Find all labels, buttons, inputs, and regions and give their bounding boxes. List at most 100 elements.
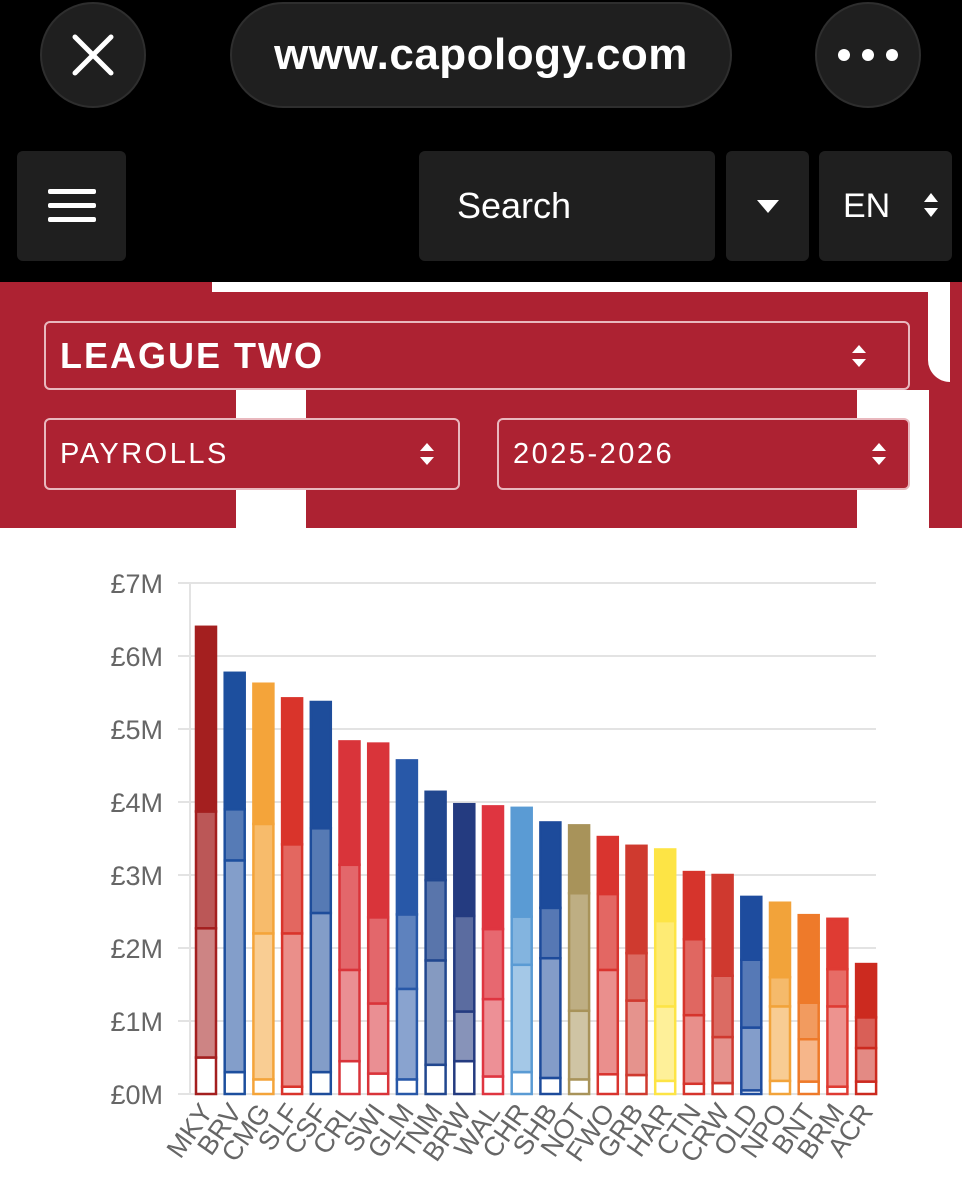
search-label: Search — [457, 185, 572, 226]
bar-shb[interactable] — [539, 821, 562, 1096]
bar-brw[interactable] — [453, 802, 476, 1096]
bar-segment — [625, 951, 648, 1002]
bar-segment — [567, 892, 591, 1013]
bar-segment — [280, 697, 304, 846]
bar-segment — [223, 859, 246, 1074]
bar-segment — [194, 810, 218, 930]
url-text: www.capology.com — [274, 30, 688, 79]
bar-segment — [768, 1005, 792, 1083]
bar-segment — [826, 967, 849, 1008]
bar-crw[interactable] — [711, 873, 734, 1096]
bar-segment — [481, 997, 505, 1078]
bar-segment — [280, 843, 304, 935]
bar-old[interactable] — [740, 895, 763, 1096]
menu-button[interactable] — [17, 151, 126, 261]
bar-segment — [194, 625, 218, 813]
bar-cmg[interactable] — [252, 682, 275, 1096]
band-decoration — [212, 282, 950, 292]
bar-not[interactable] — [567, 824, 591, 1096]
up-down-arrows-icon — [420, 443, 434, 465]
bar-csf[interactable] — [309, 700, 333, 1096]
bar-segment — [338, 1059, 361, 1096]
bar-segment — [653, 1005, 677, 1083]
bar-npo[interactable] — [768, 901, 792, 1096]
bar-segment — [768, 975, 792, 1008]
up-down-arrows-icon — [852, 344, 866, 367]
bar-segment — [768, 901, 792, 979]
bar-segment — [797, 1080, 820, 1096]
league-select[interactable]: LEAGUE TWO — [44, 321, 910, 390]
bar-brm[interactable] — [826, 917, 849, 1096]
bar-segment — [682, 937, 706, 1017]
url-bar[interactable]: www.capology.com — [230, 2, 732, 108]
bar-acr[interactable] — [854, 962, 878, 1096]
bar-segment — [366, 916, 390, 1005]
bar-segment — [338, 968, 361, 1063]
bar-grb[interactable] — [625, 844, 648, 1096]
bar-segment — [481, 805, 505, 931]
bar-wal[interactable] — [481, 805, 505, 1096]
y-tick-label: £5M — [110, 715, 163, 745]
payroll-bar-chart: £0M£1M£2M£3M£4M£5M£6M£7MMKYBRVCMGSLFCSFC… — [110, 569, 879, 1168]
close-tab-button[interactable] — [40, 2, 146, 108]
bar-segment — [653, 919, 677, 1008]
bar-segment — [395, 759, 419, 916]
bar-segment — [854, 962, 878, 1019]
more-dots-icon — [838, 49, 898, 61]
bar-segment — [854, 1080, 878, 1096]
filter-band — [0, 282, 962, 528]
bar-segment — [510, 1070, 533, 1096]
bar-segment — [653, 848, 677, 923]
bar-segment — [768, 1079, 792, 1096]
bar-tnm[interactable] — [424, 790, 447, 1096]
bar-segment — [682, 1013, 706, 1086]
bar-swi[interactable] — [366, 742, 390, 1096]
bar-crl[interactable] — [338, 740, 361, 1096]
hamburger-icon — [47, 189, 96, 222]
season-select[interactable]: 2025-2026 — [497, 418, 910, 490]
bar-segment — [596, 968, 620, 1076]
bar-fwo[interactable] — [596, 835, 620, 1096]
search-dropdown-button[interactable] — [726, 151, 809, 261]
bar-segment — [539, 821, 562, 910]
y-tick-label: £1M — [110, 1007, 163, 1037]
y-tick-label: £4M — [110, 788, 163, 818]
bar-segment — [252, 822, 275, 935]
bar-mky[interactable] — [194, 625, 218, 1096]
bar-segment — [711, 1035, 734, 1085]
bar-segment — [223, 671, 246, 811]
y-tick-label: £3M — [110, 861, 163, 891]
bar-har[interactable] — [653, 848, 677, 1096]
view-select[interactable]: PAYROLLS — [44, 418, 460, 490]
bar-glm[interactable] — [395, 759, 419, 1096]
y-tick-label: £6M — [110, 642, 163, 672]
bar-brv[interactable] — [223, 671, 246, 1096]
payroll-chart: £0M £1M £2M £3M £4M £5M £6M £7M MKY BRV CMG SLF CSF C… — [0, 528, 962, 1200]
bar-segment — [826, 1005, 849, 1088]
site-header: Search EN — [0, 140, 962, 282]
bar-slf[interactable] — [280, 697, 304, 1096]
bar-segment — [395, 987, 419, 1081]
bar-segment — [797, 913, 820, 1004]
bar-segment — [424, 878, 447, 962]
view-value: PAYROLLS — [60, 437, 229, 470]
bar-segment — [309, 911, 333, 1074]
bar-ctn[interactable] — [682, 870, 706, 1096]
close-icon — [72, 34, 114, 76]
browser-toolbar: www.capology.com — [0, 0, 962, 140]
bar-segment — [682, 870, 706, 941]
language-select[interactable]: EN — [819, 151, 952, 261]
bar-segment — [567, 824, 591, 895]
bar-segment — [682, 1082, 706, 1096]
more-options-button[interactable] — [815, 2, 921, 108]
bar-bnt[interactable] — [797, 913, 820, 1096]
y-tick-label: £0M — [110, 1080, 163, 1110]
bar-segment — [309, 700, 333, 830]
search-input[interactable]: Search — [419, 151, 715, 261]
bar-segment — [223, 1070, 246, 1096]
bar-chr[interactable] — [510, 806, 533, 1096]
y-tick-label: £2M — [110, 934, 163, 964]
bar-segment — [424, 1063, 447, 1096]
season-value: 2025-2026 — [513, 437, 675, 470]
bar-segment — [510, 963, 533, 1074]
